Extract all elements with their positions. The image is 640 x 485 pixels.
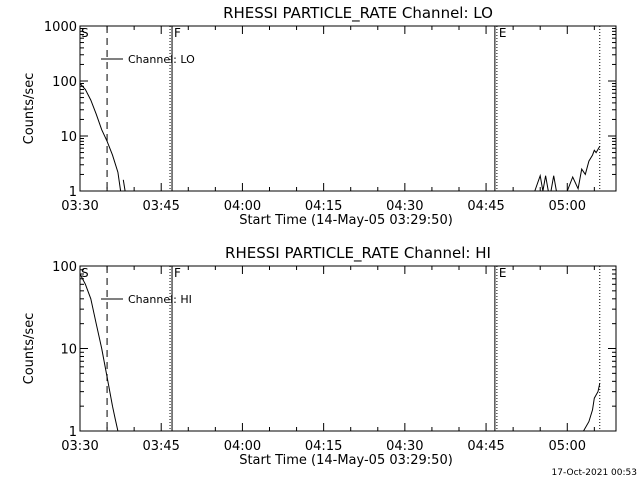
x-tick-label-hi: 04:00 — [224, 439, 261, 454]
x-axis-label-lo: Start Time (14-May-05 03:29:50) — [239, 213, 453, 228]
event-marker-label-s-hi: S — [81, 266, 89, 280]
series-line-hi-seg-1 — [583, 383, 601, 432]
x-tick-label-lo: 03:30 — [61, 199, 98, 214]
x-tick-label-hi: 05:00 — [549, 439, 586, 454]
plot-frame-hi — [79, 265, 617, 432]
date-stamp: 17-Oct-2021 00:53 — [551, 468, 637, 478]
event-marker-label-f-hi: F — [174, 266, 181, 280]
event-marker-label-s-lo: S — [81, 26, 89, 40]
series-line-hi-seg-0 — [79, 273, 119, 432]
x-tick-label-hi: 04:15 — [305, 439, 342, 454]
y-tick-label-lo: 1 — [69, 185, 77, 200]
chart-title-hi: RHESSI PARTICLE_RATE Channel: HI — [225, 244, 491, 263]
plot-frame-lo — [79, 25, 617, 192]
panel-lo: RHESSI PARTICLE_RATE Channel: LO 03:30 03:… — [22, 4, 617, 228]
y-tick-label-lo: 10 — [60, 130, 77, 145]
x-tick-label-lo: 04:15 — [305, 199, 342, 214]
x-tick-label-hi: 03:30 — [61, 439, 98, 454]
y-tick-label-hi: 10 — [60, 343, 77, 358]
y-tick-label-lo: 1000 — [44, 20, 77, 35]
y-tick-label-hi: 100 — [52, 260, 77, 275]
x-tick-label-lo: 04:45 — [467, 199, 504, 214]
y-axis-label-hi: Counts/sec — [22, 313, 37, 385]
legend-label-lo: Channel: LO — [128, 53, 195, 66]
x-tick-label-hi: 04:30 — [386, 439, 423, 454]
event-marker-label-f-lo: F — [174, 26, 181, 40]
x-tick-label-lo: 04:00 — [224, 199, 261, 214]
x-tick-label-lo: 03:45 — [142, 199, 179, 214]
y-tick-label-lo: 100 — [52, 75, 77, 90]
series-line-lo-seg-2 — [534, 173, 557, 192]
series-line-lo-seg-0 — [79, 83, 122, 192]
series-line-lo-seg-3 — [566, 146, 601, 192]
y-axis-label-lo: Counts/sec — [22, 73, 37, 145]
y-tick-label-hi: 1 — [69, 425, 77, 440]
panel-hi: RHESSI PARTICLE_RATE Channel: HI 03:30 03:… — [22, 244, 617, 468]
legend-label-hi: Channel: HI — [128, 293, 192, 306]
x-tick-label-lo: 05:00 — [549, 199, 586, 214]
x-axis-label-hi: Start Time (14-May-05 03:29:50) — [239, 453, 453, 468]
chart-title-lo: RHESSI PARTICLE_RATE Channel: LO — [223, 4, 493, 23]
series-line-lo-seg-1 — [122, 179, 126, 192]
x-tick-label-lo: 04:30 — [386, 199, 423, 214]
event-marker-label-e-hi: E — [499, 266, 507, 280]
event-marker-label-e-lo: E — [499, 26, 507, 40]
x-tick-label-hi: 03:45 — [142, 439, 179, 454]
x-tick-label-hi: 04:45 — [467, 439, 504, 454]
